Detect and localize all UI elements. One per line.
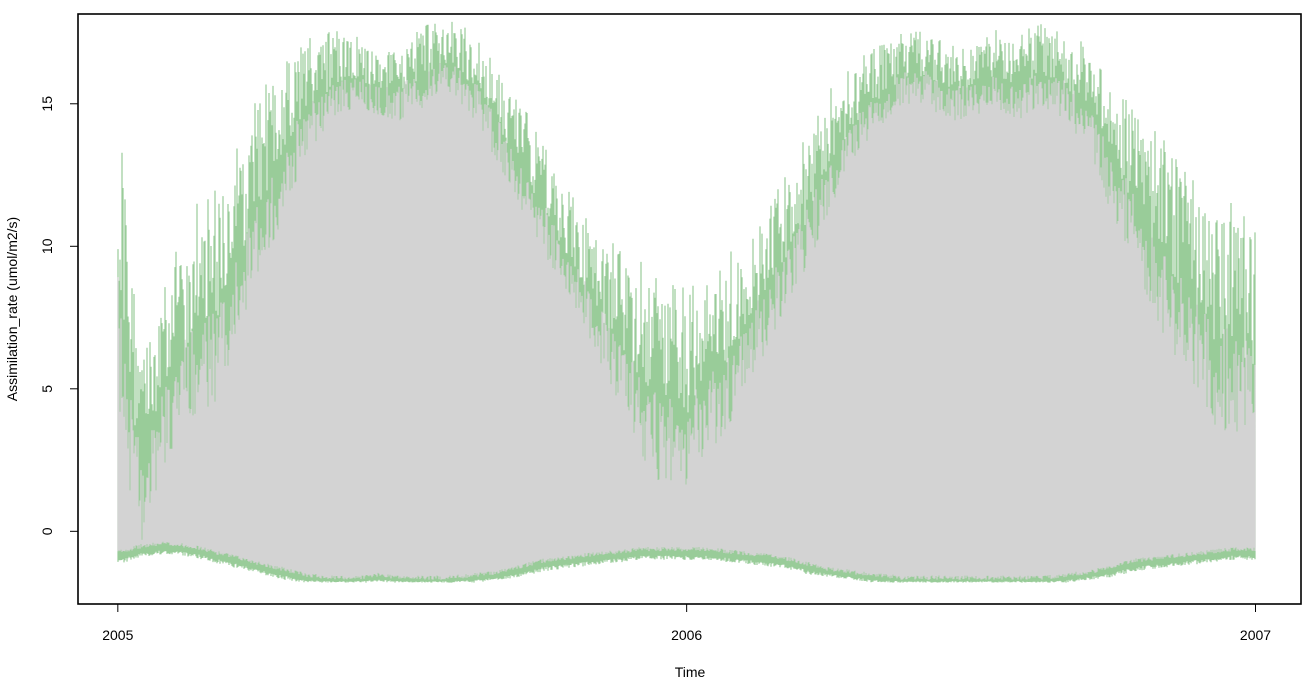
x-axis-title: Time (675, 664, 706, 680)
y-tick-label: 5 (39, 385, 55, 393)
plot-area (117, 21, 1256, 583)
y-tick-label: 15 (39, 96, 55, 112)
y-tick-label: 0 (39, 527, 55, 535)
y-tick-label: 10 (39, 238, 55, 254)
x-tick-label: 2006 (671, 627, 702, 643)
y-axis: 0 5 10 15 (39, 96, 79, 535)
x-tick-label: 2007 (1240, 627, 1271, 643)
x-axis: 2005 2006 2007 (102, 603, 1271, 643)
series-0-inner-band (117, 63, 1256, 580)
y-axis-title: Assimilation_rate (umol/m2/s) (4, 217, 20, 401)
x-tick-label: 2005 (102, 627, 133, 643)
